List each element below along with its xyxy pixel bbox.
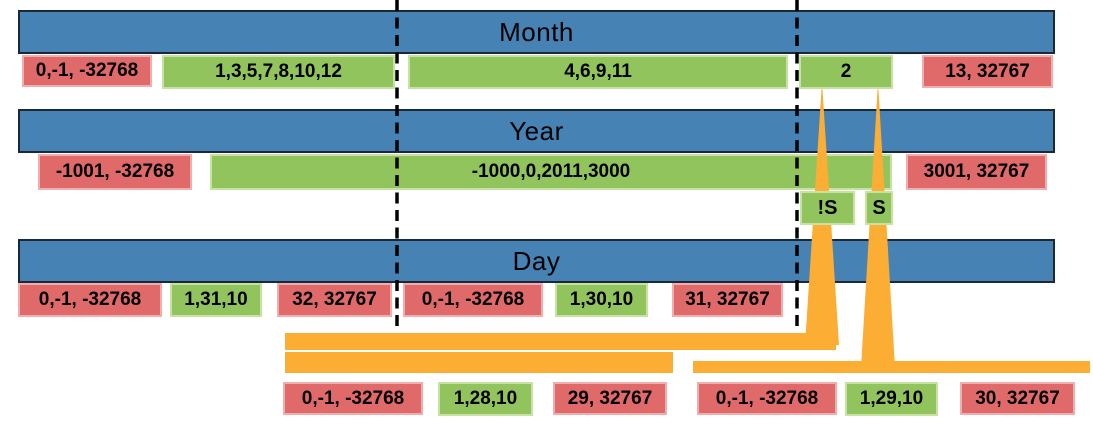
year-invalid-high-box: 3001, 32767 [906,154,1047,190]
day-30-invalid-high-box: 31, 32767 [672,283,783,317]
month-invalid-low-box: 0,-1, -32768 [22,55,152,87]
day-30-invalid-low-box: 0,-1, -32768 [403,283,543,317]
day-feb-leap-invalid-high-box: 30, 32767 [960,382,1075,415]
month-valid-30-box: 4,6,9,11 [408,55,788,89]
day-31-invalid-low-box: 0,-1, -32768 [18,283,162,317]
day-bar: Day [18,239,1055,283]
day-feb-leap-invalid-low-box: 0,-1, -32768 [697,382,837,415]
year-valid-box: -1000,0,2011,3000 [210,154,892,190]
connector-bar-leap [693,361,1090,373]
day-31-valid-box: 1,31,10 [170,283,262,317]
day-feb-leap-valid-box: 1,29,10 [845,382,938,416]
month-invalid-high-box: 13, 32767 [922,55,1053,88]
day-30-valid-box: 1,30,10 [555,283,648,317]
day-31-invalid-high-box: 32, 32767 [277,283,392,317]
day-feb-nonleap-valid-box: 1,28,10 [438,382,533,416]
day-feb-nonleap-invalid-high-box: 29, 32767 [553,382,667,415]
year-non-leap-box: !S [800,191,855,225]
month-bar: Month [18,10,1055,54]
day-bar-title: Day [512,245,561,276]
month-valid-february-box: 2 [799,55,893,89]
month-bar-title: Month [499,16,574,47]
year-bar-title: Year [509,115,564,146]
connector-bar-non-leap-lower [285,352,673,373]
year-invalid-low-box: -1001, -32768 [38,154,192,190]
year-bar: Year [18,109,1055,153]
year-leap-box: S [865,191,893,225]
connector-bar-non-leap-upper [285,333,836,350]
day-feb-nonleap-invalid-low-box: 0,-1, -32768 [283,382,423,415]
month-valid-31-box: 1,3,5,7,8,10,12 [162,55,395,89]
